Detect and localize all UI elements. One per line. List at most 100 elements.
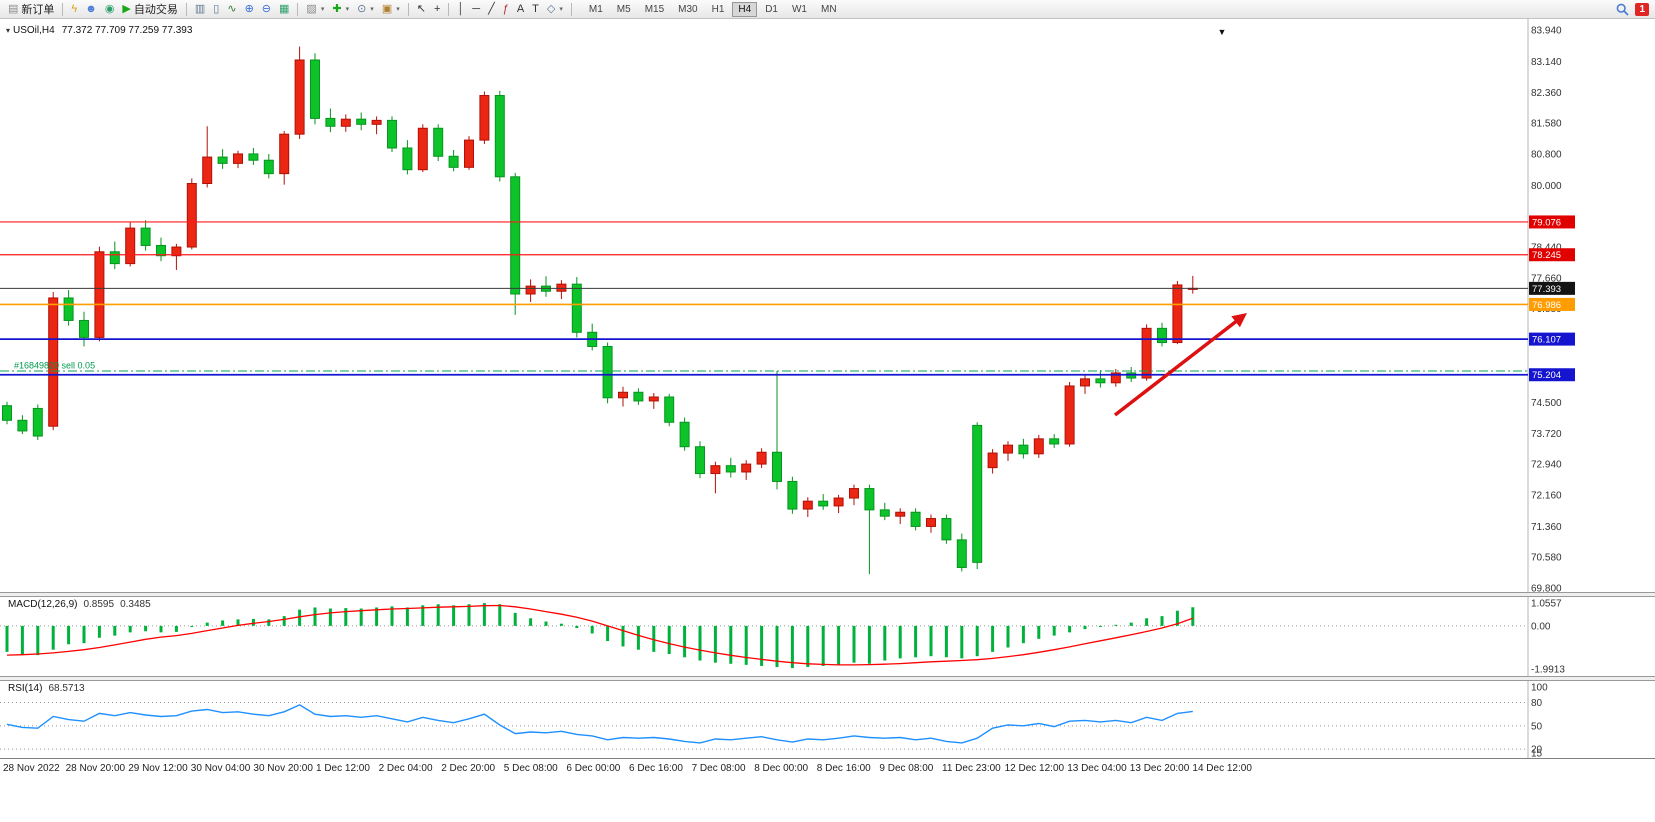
periods-icon: ⊙ [357,2,367,15]
time-label: 2 Dec 20:00 [441,763,496,774]
timeframe-m1[interactable]: M1 [588,3,603,15]
svg-text:72.940: 72.940 [1531,460,1562,471]
zoom-out-icon[interactable]: ⊖ [258,1,275,18]
svg-text:83.140: 83.140 [1531,57,1562,68]
time-label: 29 Nov 12:00 [128,763,188,774]
dropdown-caret-icon: ▾ [345,6,350,13]
time-label: 7 Dec 08:00 [691,763,746,774]
symbol-dropdown-icon[interactable]: ▾ [6,26,11,35]
indicators-icon[interactable]: ▨ ▾ [302,1,328,18]
timeframe-m15[interactable]: M15 [644,3,665,15]
svg-text:69.800: 69.800 [1531,584,1562,593]
timeframe-mn[interactable]: MN [820,3,837,15]
rsi-value: 68.5713 [48,683,85,694]
templates-icon[interactable]: ▣ ▾ [378,1,404,18]
time-label: 13 Dec 04:00 [1067,763,1127,774]
price-chart[interactable]: 83.940 83.140 82.360 81.580 80.800 80.000 78.4… [0,19,1655,592]
lightning-icon[interactable]: ϟ [67,1,81,18]
macd-panel[interactable]: MACD(12,26,9) 0.8595 0.3485 1.0557 0.00 -1.9… [0,597,1655,676]
horizontal-line-icon[interactable]: ─ [468,1,484,18]
line-chart-icon[interactable]: ∿ [223,1,240,18]
timeframe-d1[interactable]: D1 [765,3,778,15]
svg-text:50: 50 [1531,721,1543,732]
time-label: 8 Dec 00:00 [754,763,809,774]
svg-text:83.940: 83.940 [1531,26,1562,37]
timeframe-h1[interactable]: H1 [711,3,725,15]
dropdown-caret-icon: ▾ [370,6,374,13]
macd-chart[interactable]: 1.0557 0.00 -1.9913 [0,597,1655,676]
shapes-icon: ◇ [546,2,556,15]
timeframe-m5[interactable]: M5 [616,3,631,15]
time-label: 11 Dec 23:00 [942,763,1001,774]
toolbar-separator [448,2,450,16]
new-order-button: ▤ [8,2,19,15]
cursor-icon[interactable]: ↖ [413,1,430,18]
candles [2,46,1198,575]
time-label: 28 Nov 20:00 [65,763,126,774]
panel-divider[interactable] [0,676,1655,681]
search-icon[interactable] [1616,3,1630,16]
new-order-button[interactable]: ▤ 新订单 [4,1,58,18]
user-icon: ☻ [85,2,97,15]
time-axis[interactable]: 28 Nov 2022 28 Nov 20:00 29 Nov 12:00 30 No… [0,758,1655,779]
svg-text:80.000: 80.000 [1531,181,1562,192]
toolbar-separator [185,2,187,16]
panel-divider[interactable] [0,592,1655,597]
svg-text:75.204: 75.204 [1532,370,1561,381]
user-icon[interactable]: ☻ [81,1,101,18]
trend-arrow-head [1231,313,1247,328]
chart-title: ▾ USOil,H4 77.372 77.709 77.259 77.393 [6,25,192,36]
time-label: 2 Dec 04:00 [378,763,433,774]
autotrading-button: ▶ [122,2,131,15]
price-axis[interactable]: 83.940 83.140 82.360 81.580 80.800 80.000 78.4… [1531,26,1562,593]
trend-arrow[interactable] [1113,317,1241,417]
cursor-icon: ↖ [416,2,426,15]
bar-chart-icon[interactable]: ▥ [191,1,209,18]
timeframe-h4[interactable]: H4 [732,1,758,17]
macd-axis[interactable]: 1.0557 0.00 -1.9913 [1531,599,1565,676]
dropdown-caret-icon: ▾ [320,6,325,13]
notification-badge[interactable]: 1 [1635,2,1649,16]
time-label: 28 Nov 2022 [3,763,60,774]
timeframe-m30[interactable]: M30 [678,3,698,15]
timeframe-toolbar: M1 M5 M15 M30 H1 H4 D1 W1 MN [582,0,844,18]
trendline-icon[interactable]: ╱ [484,1,499,18]
vertical-line-icon[interactable]: │ [453,1,468,18]
svg-text:20: 20 [1531,745,1543,756]
headset-icon: ◉ [104,2,115,15]
headset-icon[interactable]: ◉ [101,1,119,18]
time-label: 1 Dec 12:00 [316,763,370,774]
rsi-title: RSI(14) 68.5713 [8,683,85,694]
crosshair-icon[interactable]: + [430,1,444,18]
svg-text:70.580: 70.580 [1531,553,1562,564]
text-label-icon: T [532,2,539,15]
shapes-icon[interactable]: ◇ ▾ [543,1,567,18]
price-chart-panel[interactable]: ▾ USOil,H4 77.372 77.709 77.259 77.393 83.… [0,19,1655,592]
svg-text:82.360: 82.360 [1531,88,1562,99]
rsi-panel[interactable]: RSI(14) 68.5713 100 80 50 20 15 [0,681,1655,758]
timeframe-w1[interactable]: W1 [791,3,807,15]
zoom-in-icon[interactable]: ⊕ [241,1,258,18]
text-label-icon[interactable]: T [528,1,543,18]
support-2-tag [1529,368,1575,382]
toolbar: ▤ 新订单 ϟ ☻ ◉ ▶ 自动交易 ▥ ▯ ∿ ⊕ ⊖ ▦ ▨ ▾ ✚ ▾ ⊙ ▾ ▣ ▾ ↖ + │ ─ ╱ ƒ A T ◇ ▾ M1 M… [0,0,1655,19]
support-1-tag [1529,332,1575,346]
periods-icon[interactable]: ⊙ ▾ [353,1,378,18]
text-icon[interactable]: A [513,1,528,18]
toolbar-separator [407,2,409,16]
time-label: 12 Dec 12:00 [1004,763,1065,774]
macd-params: MACD(12,26,9) [8,599,78,610]
indicators-icon: ▨ [306,2,317,15]
candlestick-icon[interactable]: ▯ [209,1,223,18]
marker-triangle-icon[interactable]: ▼ [1218,27,1227,37]
fibonacci-icon[interactable]: ƒ [499,1,513,18]
add-indicator-icon[interactable]: ✚ ▾ [328,1,353,18]
svg-text:76.986: 76.986 [1532,300,1561,311]
toolbar-separator [297,2,299,16]
tile-windows-icon[interactable]: ▦ [275,1,293,18]
symbol-label: USOil,H4 [13,25,55,36]
autotrading-button[interactable]: ▶ 自动交易 [118,1,181,18]
new-order-button-label: 新订单 [21,4,55,16]
